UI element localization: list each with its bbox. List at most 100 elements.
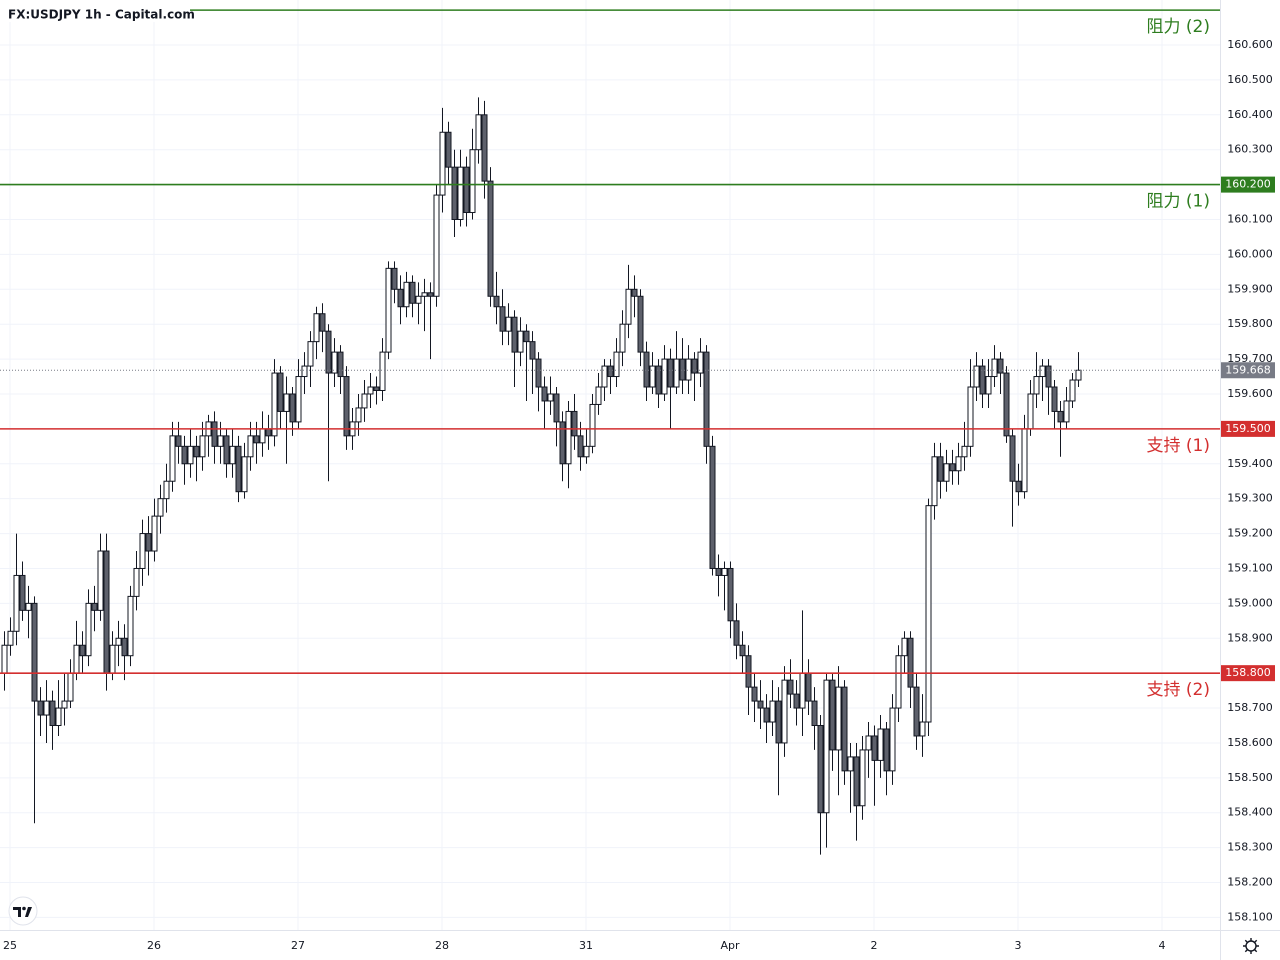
candle-body — [757, 700, 764, 709]
candle-body — [715, 567, 722, 576]
candle-body — [955, 456, 962, 472]
candle-body — [487, 180, 494, 297]
x-tick-label: 26 — [147, 939, 161, 952]
candle-body — [913, 686, 920, 737]
candle-body — [1021, 428, 1028, 493]
x-tick-label: 4 — [1158, 939, 1165, 952]
level-tag-label: 158.800 — [1225, 666, 1271, 679]
candle-body — [109, 644, 116, 674]
candle-body — [931, 456, 938, 507]
candle-body — [721, 567, 728, 576]
x-tick-label: Apr — [720, 939, 740, 952]
candle-body — [703, 351, 710, 447]
level-name: 支持 (1) — [1147, 436, 1210, 456]
candle-body — [193, 445, 200, 458]
candle-body — [619, 323, 626, 353]
candle-body — [901, 637, 908, 657]
candle-body — [91, 602, 98, 611]
y-tick-label: 159.700 — [1227, 352, 1273, 365]
candle-body — [871, 735, 878, 761]
candle-body — [355, 407, 362, 423]
candle-body — [115, 637, 122, 646]
candle-body — [1, 644, 8, 674]
candle-body — [643, 351, 650, 388]
candle-body — [373, 386, 380, 391]
candle-body — [763, 707, 770, 723]
y-tick-label: 158.700 — [1227, 701, 1273, 714]
candle-body — [673, 358, 680, 388]
candle-body — [97, 550, 104, 611]
candle-body — [1003, 372, 1010, 437]
candle-body — [403, 281, 410, 308]
candle-body — [367, 386, 374, 395]
candle-body — [1015, 480, 1022, 493]
tradingview-logo — [8, 896, 38, 926]
candle-body — [139, 533, 146, 569]
x-tick-label: 31 — [579, 939, 593, 952]
level-name: 阻力 (2) — [1147, 17, 1210, 37]
candle-body — [907, 637, 914, 688]
y-tick-label: 160.600 — [1227, 38, 1273, 51]
candle-body — [799, 672, 806, 709]
candle-body — [523, 330, 530, 343]
candle-body — [361, 393, 368, 409]
plot-area: 阻力 (2) 阻力 (1) 支持 (1) 支持 (2) — [0, 9, 1220, 855]
candle-body — [499, 306, 506, 332]
candle-body — [151, 515, 158, 552]
candle-body — [685, 358, 692, 381]
candle-body — [319, 313, 326, 332]
candle-body — [853, 756, 860, 807]
candle-body — [307, 341, 314, 367]
candle-body — [625, 288, 632, 325]
candle-body — [223, 435, 230, 465]
candle-body — [445, 131, 452, 168]
candle-body — [733, 620, 740, 646]
candle-body — [295, 376, 302, 423]
candle-body — [1033, 376, 1040, 395]
candle-body — [397, 288, 404, 308]
candle-body — [823, 679, 830, 814]
level-name: 支持 (2) — [1147, 680, 1210, 700]
candle-body — [391, 267, 398, 290]
settings-icon[interactable] — [1243, 938, 1259, 954]
level-tag — [1221, 665, 1275, 682]
candle-body — [25, 602, 32, 611]
candle-body — [829, 679, 836, 751]
candle-body — [169, 435, 176, 482]
candle-body — [469, 149, 476, 214]
candle-body — [7, 630, 14, 646]
candle-body — [379, 351, 386, 391]
candle-body — [811, 700, 818, 727]
candle-body — [601, 365, 608, 388]
candle-body — [49, 700, 56, 727]
y-tick-label: 158.500 — [1227, 771, 1273, 784]
candle-body — [961, 445, 968, 458]
candle-body — [781, 679, 788, 744]
candle-body — [79, 644, 86, 657]
candle-body — [289, 393, 296, 423]
candle-body — [187, 445, 194, 465]
candle-body — [67, 672, 74, 702]
candle-body — [949, 463, 956, 472]
candle-body — [1057, 410, 1064, 423]
candle-body — [61, 700, 68, 709]
candle-body — [157, 498, 164, 517]
y-tick-label: 159.900 — [1227, 282, 1273, 295]
candle-body — [865, 735, 872, 751]
candle-body — [1069, 379, 1076, 402]
candle-body — [73, 644, 80, 674]
candle-body — [313, 313, 320, 343]
candle-body — [37, 700, 44, 716]
candle-body — [1009, 435, 1016, 482]
y-tick-label: 160.400 — [1227, 108, 1273, 121]
candle-body — [841, 686, 848, 772]
candle-body — [745, 655, 752, 688]
candle-body — [181, 445, 188, 465]
candle-body — [505, 316, 512, 332]
candle-body — [511, 316, 518, 353]
candle-body — [739, 644, 746, 657]
candle-body — [427, 292, 434, 297]
x-tick-label: 2 — [870, 939, 877, 952]
